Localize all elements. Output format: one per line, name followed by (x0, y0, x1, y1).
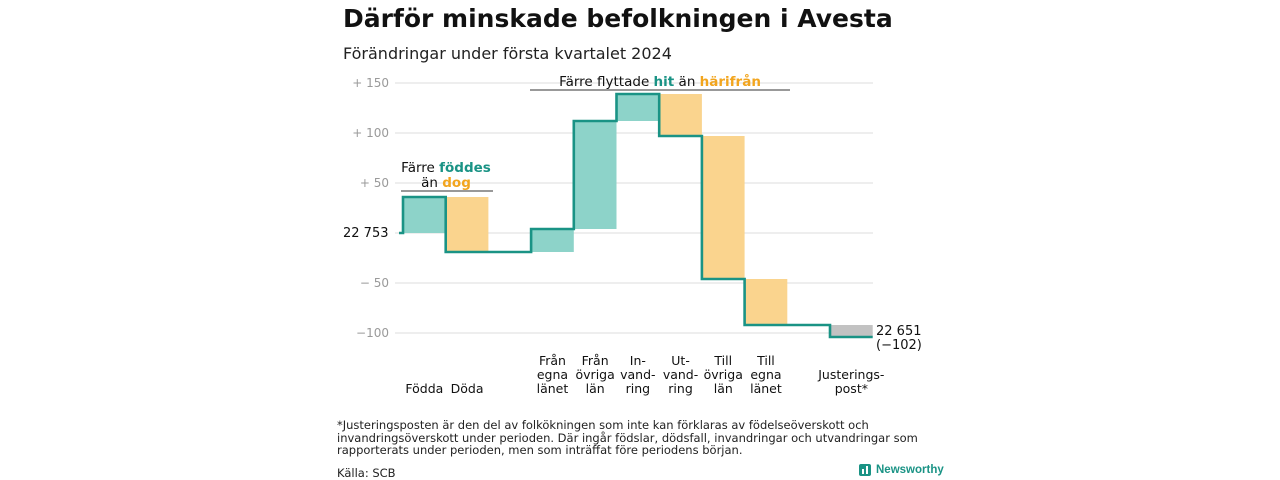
category-label: Till egna länet (750, 353, 782, 396)
footnote: *Justeringsposten är den del av folkökni… (337, 418, 918, 457)
waterfall-bar (531, 229, 574, 252)
category-label: Födda (405, 381, 443, 396)
waterfall-chart: + 150 + 100 + 50 − 50 −100 22 753 22 651(−102)… (343, 73, 922, 396)
waterfall-bar (403, 197, 446, 233)
y-tick-label: + 100 (352, 126, 389, 140)
end-value-label: 22 651 (876, 324, 922, 339)
moves-annotation: Färre flyttade hit än härifrån (559, 73, 761, 90)
births-annotation-line1: Färre föddes (401, 160, 491, 176)
waterfall-bar (616, 94, 660, 121)
waterfall-bar (659, 94, 702, 136)
y-tick-label: −100 (356, 326, 389, 340)
waterfall-bar (701, 136, 745, 279)
category-label: Justerings-post* (817, 367, 884, 396)
end-change-label: (−102) (876, 338, 922, 353)
waterfall-bar (573, 121, 617, 229)
y-tick-label: + 150 (352, 76, 389, 90)
waterfall-bar (744, 279, 788, 325)
y-tick-label: − 50 (360, 276, 389, 290)
category-label: Till övriga län (704, 353, 743, 396)
waterfall-bar (445, 197, 489, 252)
chart-title: Därför minskade befolkningen i Avesta (343, 4, 893, 33)
category-label: Ut-vand-ring (663, 353, 698, 396)
category-label: Från egna länet (537, 353, 569, 396)
y-tick-label: + 50 (360, 176, 389, 190)
category-label: In-vand-ring (620, 353, 655, 396)
brand-logo: Newsworthy (859, 464, 944, 476)
source-note: Källa: SCB (337, 466, 396, 480)
category-label: Från övriga län (576, 353, 615, 396)
cumulative-step-line (399, 92, 873, 339)
category-label: Döda (451, 381, 484, 396)
chart-subtitle: Förändringar under första kvartalet 2024 (343, 44, 672, 63)
waterfall-bar (830, 325, 873, 337)
start-value-label: 22 753 (343, 226, 389, 241)
newsworthy-logo-icon (859, 464, 871, 476)
births-annotation-line2: än dog (421, 175, 471, 191)
brand-name: Newsworthy (876, 464, 944, 476)
